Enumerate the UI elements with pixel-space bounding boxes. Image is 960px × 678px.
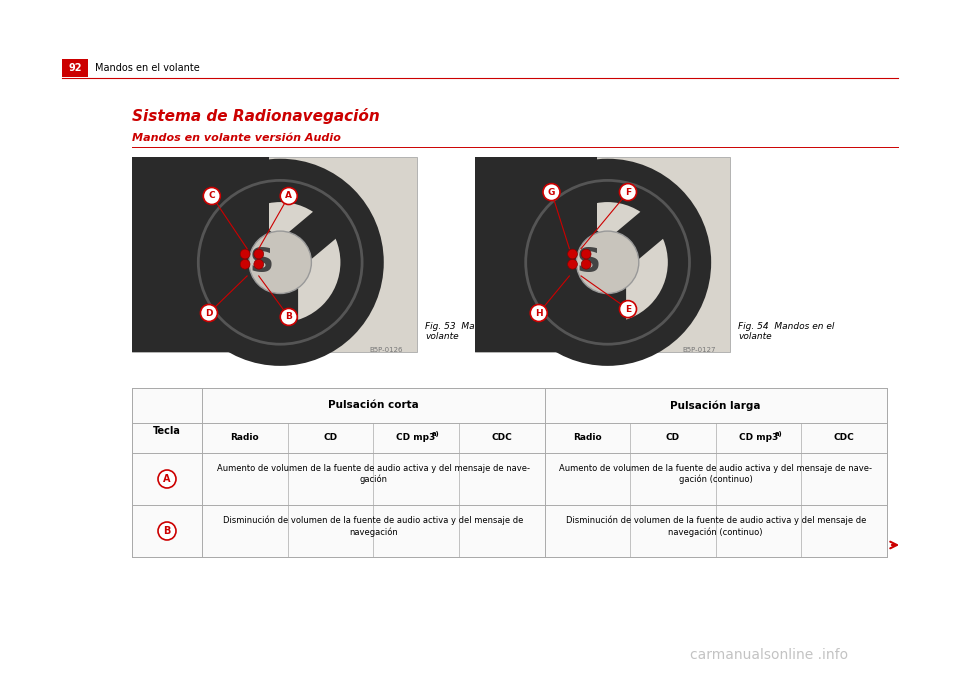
Circle shape (567, 260, 577, 269)
Text: Mandos en el volante: Mandos en el volante (95, 63, 200, 73)
Text: Radio: Radio (230, 433, 259, 443)
Text: B: B (163, 526, 171, 536)
Text: Radio: Radio (573, 433, 602, 443)
Circle shape (249, 231, 311, 294)
Text: G: G (548, 188, 555, 197)
Text: Disminución de volumen de la fuente de audio activa y del mensaje de
navegación : Disminución de volumen de la fuente de a… (565, 515, 866, 536)
Circle shape (158, 470, 176, 488)
Text: CD: CD (324, 433, 338, 443)
Text: CDC: CDC (492, 433, 512, 443)
Circle shape (201, 304, 218, 321)
Text: C: C (208, 191, 215, 201)
Text: A: A (285, 191, 292, 201)
Text: CD mp3: CD mp3 (396, 433, 436, 443)
Circle shape (204, 188, 220, 205)
Circle shape (240, 249, 250, 259)
Circle shape (280, 188, 298, 205)
Text: carmanualsonline .info: carmanualsonline .info (690, 648, 848, 662)
Circle shape (567, 249, 577, 259)
Text: Aumento de volumen de la fuente de audio activa y del mensaje de nave-
gación (c: Aumento de volumen de la fuente de audio… (560, 464, 873, 484)
Text: a): a) (432, 431, 440, 437)
Text: S: S (577, 246, 601, 279)
Text: Pulsación corta: Pulsación corta (328, 401, 419, 410)
Circle shape (619, 300, 636, 317)
Text: Pulsación larga: Pulsación larga (670, 400, 761, 411)
Circle shape (543, 184, 560, 201)
Text: B5P-0126: B5P-0126 (369, 347, 402, 353)
Text: D: D (205, 308, 213, 317)
Text: Fig. 54  Mandos en el
volante: Fig. 54 Mandos en el volante (738, 322, 834, 342)
FancyBboxPatch shape (132, 157, 269, 352)
Text: Sistema de Radionavegación: Sistema de Radionavegación (132, 108, 380, 124)
Text: A: A (163, 474, 171, 484)
FancyBboxPatch shape (475, 157, 730, 352)
Circle shape (619, 184, 636, 201)
Text: F: F (625, 188, 631, 197)
Text: H: H (535, 308, 542, 317)
Text: E: E (625, 304, 631, 314)
Text: Disminución de volumen de la fuente de audio activa y del mensaje de
navegación: Disminución de volumen de la fuente de a… (223, 515, 523, 536)
Circle shape (253, 260, 264, 269)
Circle shape (253, 249, 264, 259)
Text: Mandos en volante versión Audio: Mandos en volante versión Audio (132, 133, 341, 143)
Text: S: S (250, 246, 274, 279)
Text: CD: CD (666, 433, 680, 443)
Text: 92: 92 (68, 63, 82, 73)
Text: CDC: CDC (834, 433, 854, 443)
FancyBboxPatch shape (132, 157, 417, 352)
Text: Fig. 53  Mandos en el
volante: Fig. 53 Mandos en el volante (425, 322, 521, 342)
Circle shape (576, 231, 638, 294)
Circle shape (581, 260, 591, 269)
Circle shape (158, 522, 176, 540)
Circle shape (240, 260, 250, 269)
Circle shape (280, 308, 298, 325)
Text: B: B (285, 313, 292, 321)
Circle shape (581, 249, 591, 259)
Circle shape (530, 304, 547, 321)
Text: Aumento de volumen de la fuente de audio activa y del mensaje de nave-
gación: Aumento de volumen de la fuente de audio… (217, 464, 530, 484)
Text: B5P-0127: B5P-0127 (682, 347, 715, 353)
FancyBboxPatch shape (132, 388, 887, 557)
FancyBboxPatch shape (475, 157, 597, 352)
Text: Tecla: Tecla (153, 426, 180, 436)
Text: CD mp3: CD mp3 (739, 433, 779, 443)
Text: a): a) (775, 431, 782, 437)
FancyBboxPatch shape (62, 59, 88, 77)
